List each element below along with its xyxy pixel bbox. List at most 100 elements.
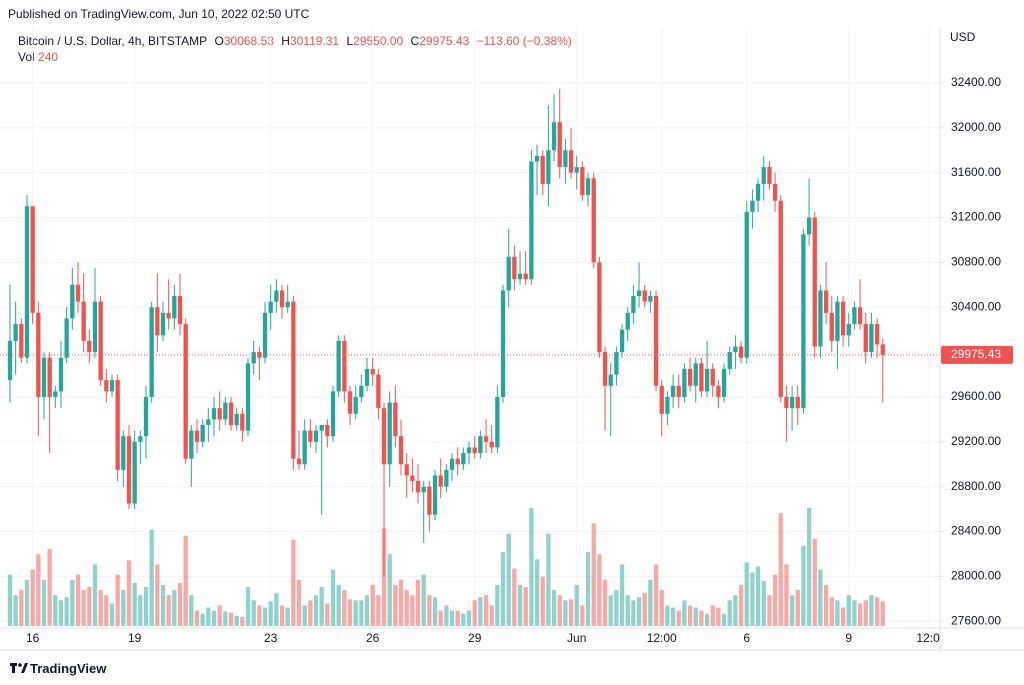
volume-bar xyxy=(625,595,630,626)
candle-body xyxy=(676,385,681,397)
candle-body xyxy=(540,155,545,184)
candle-body xyxy=(801,234,806,409)
candle-body xyxy=(614,352,619,375)
y-tick-label: 28400.00 xyxy=(951,524,1001,538)
volume-bar xyxy=(274,593,279,626)
candle-body xyxy=(58,357,64,392)
candle-body xyxy=(404,464,409,476)
logo-part xyxy=(12,663,15,673)
candle-body xyxy=(393,402,398,437)
candle-body xyxy=(466,447,472,454)
candle-body xyxy=(376,374,381,409)
candle-body xyxy=(302,430,307,465)
candle-body xyxy=(585,178,591,196)
candle-body xyxy=(245,363,251,431)
volume-bar xyxy=(313,595,319,626)
candle-body xyxy=(529,161,534,280)
candle-body xyxy=(772,183,778,201)
volume-bar xyxy=(36,554,41,626)
volume-bar xyxy=(296,579,302,626)
volume-bar xyxy=(330,569,336,626)
volume-bar xyxy=(472,600,477,626)
volume-bar xyxy=(534,559,540,626)
ohlc-key: H xyxy=(281,34,290,48)
y-tick-label: 28000.00 xyxy=(951,569,1001,583)
x-tick-label: Jun xyxy=(567,631,586,645)
volume-bar xyxy=(721,613,727,626)
ohlc-key: O xyxy=(214,34,224,48)
volume-bar xyxy=(466,610,472,626)
volume-bar xyxy=(653,564,659,626)
candle-body xyxy=(285,301,290,308)
volume-bar xyxy=(387,554,392,626)
volume-bar xyxy=(693,607,698,626)
volume-bar xyxy=(591,523,596,626)
volume-bar xyxy=(98,590,103,626)
candle-body xyxy=(438,475,443,487)
candle-body xyxy=(835,301,840,341)
candle-body xyxy=(92,301,98,353)
volume-bar xyxy=(13,595,18,626)
candle-body xyxy=(682,368,687,397)
candle-body xyxy=(829,312,834,341)
volume-bar xyxy=(70,579,75,626)
candle-body xyxy=(483,436,489,442)
volume-bar xyxy=(87,587,92,626)
candle-body xyxy=(415,481,421,493)
volume-key: Vol xyxy=(18,50,35,64)
candle-body xyxy=(149,307,154,397)
candle-body xyxy=(727,352,732,369)
candle-body xyxy=(24,206,30,358)
candle-body xyxy=(478,436,483,454)
volume-bar xyxy=(138,595,143,626)
candle-body xyxy=(631,296,636,313)
volume-bar xyxy=(291,539,296,626)
volume-bar xyxy=(41,579,47,626)
candle-body xyxy=(857,307,863,325)
candle-body xyxy=(183,324,188,459)
y-tick-label: 31200.00 xyxy=(951,210,1001,224)
volume-bar xyxy=(716,607,721,626)
volume-bar xyxy=(211,610,217,626)
candle-body xyxy=(670,385,676,397)
candle-body xyxy=(189,430,194,459)
volume-bar xyxy=(126,560,132,626)
y-tick-label: 32400.00 xyxy=(951,75,1001,89)
candle-body xyxy=(523,273,528,280)
candle-body xyxy=(296,458,302,465)
candle-body xyxy=(387,402,392,465)
volume-bar xyxy=(308,600,313,626)
candle-body xyxy=(115,380,120,470)
volume-bar xyxy=(155,564,160,626)
currency-unit: USD xyxy=(950,30,976,44)
volume-bar xyxy=(364,595,370,626)
footer-brand: TradingView xyxy=(30,661,107,676)
volume-bar xyxy=(784,564,789,626)
volume-bar xyxy=(81,590,86,626)
volume-bar xyxy=(880,601,885,626)
candle-body xyxy=(330,391,336,437)
candle-body xyxy=(234,413,239,426)
candle-body xyxy=(767,167,772,184)
candle-body xyxy=(472,447,477,454)
y-tick-label: 28800.00 xyxy=(951,479,1001,493)
x-tick-label: 23 xyxy=(264,631,278,645)
volume-bar xyxy=(342,590,347,626)
candle-body xyxy=(840,301,846,336)
candle-body xyxy=(200,425,205,442)
last-price-box xyxy=(941,345,1013,364)
volume-bar xyxy=(874,597,880,626)
candle-body xyxy=(687,368,693,386)
volume-bar xyxy=(53,595,58,626)
candle-body xyxy=(206,419,211,426)
candle-body xyxy=(778,200,783,397)
candle-body xyxy=(81,301,86,341)
volume-bar xyxy=(336,584,341,626)
volume-bar xyxy=(251,600,256,626)
candle-body xyxy=(240,413,245,431)
candle-body xyxy=(132,441,137,504)
candle-body xyxy=(455,458,460,465)
volume-bar xyxy=(319,587,324,626)
volume-bar xyxy=(568,599,574,626)
